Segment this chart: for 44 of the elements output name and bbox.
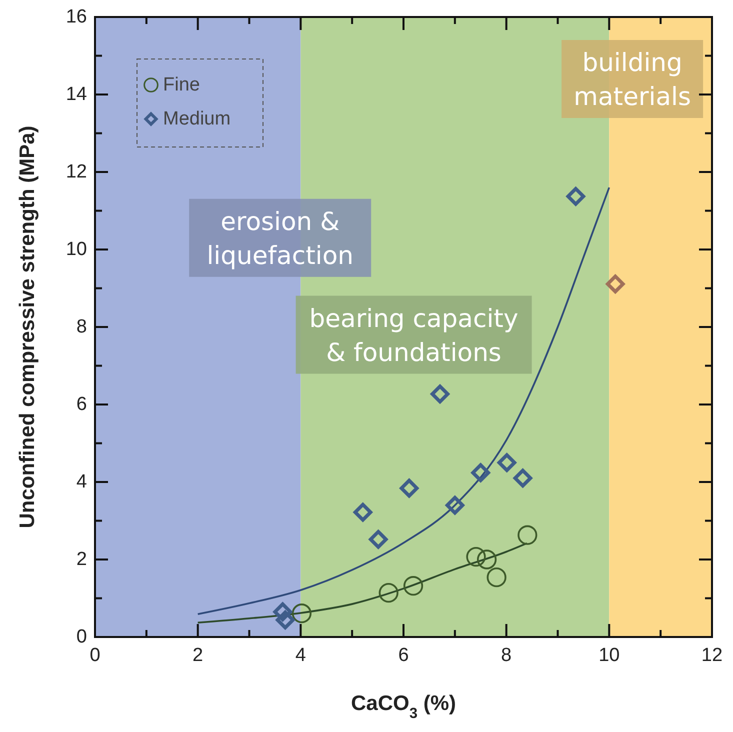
x-tick-label: 10 [598,645,620,666]
point [518,525,538,545]
point [497,453,516,472]
y-tick-label: 10 [66,239,87,260]
y-tick-label: 2 [76,549,87,570]
legend-label: Fine [163,74,200,96]
y-tick-label: 16 [66,6,87,28]
band-label: erosion & liquefaction [206,206,354,270]
point [466,546,486,567]
point [486,568,506,588]
y-tick-label: 12 [66,162,87,182]
x-tick-label: 4 [295,645,306,666]
y-axis-title: Unconfined compressive strength (MPa) [16,126,39,528]
y-tick-label: 14 [66,84,88,105]
band-label: bearing capacity & foundations [309,303,518,366]
point [403,576,424,596]
point [368,530,388,549]
y-tick-label: 4 [76,472,88,492]
y-tick-label: 0 [76,626,87,648]
band-label: building materials [574,48,691,110]
x-tick-label: 0 [90,645,100,666]
point [476,550,497,570]
point [400,478,419,498]
point [273,602,292,622]
x-tick-label: 6 [398,645,409,666]
point [606,274,625,294]
point [276,610,295,630]
point [292,604,312,624]
point [566,186,586,206]
x-axis-title: CaCO$_{3}$ (%) [350,692,456,722]
line-series [196,542,528,624]
line-series [196,186,610,616]
x-tick-label: 2 [192,645,204,666]
x-tick-label: 12 [701,645,723,666]
legend-label: Medium [163,108,231,130]
point [445,496,464,515]
y-tick-label: 6 [76,394,87,415]
point [378,583,398,603]
point [513,468,532,488]
point [353,502,372,522]
point [471,463,490,482]
y-tick-label: 8 [76,316,87,338]
point [430,384,450,404]
x-tick-label: 8 [501,645,512,666]
